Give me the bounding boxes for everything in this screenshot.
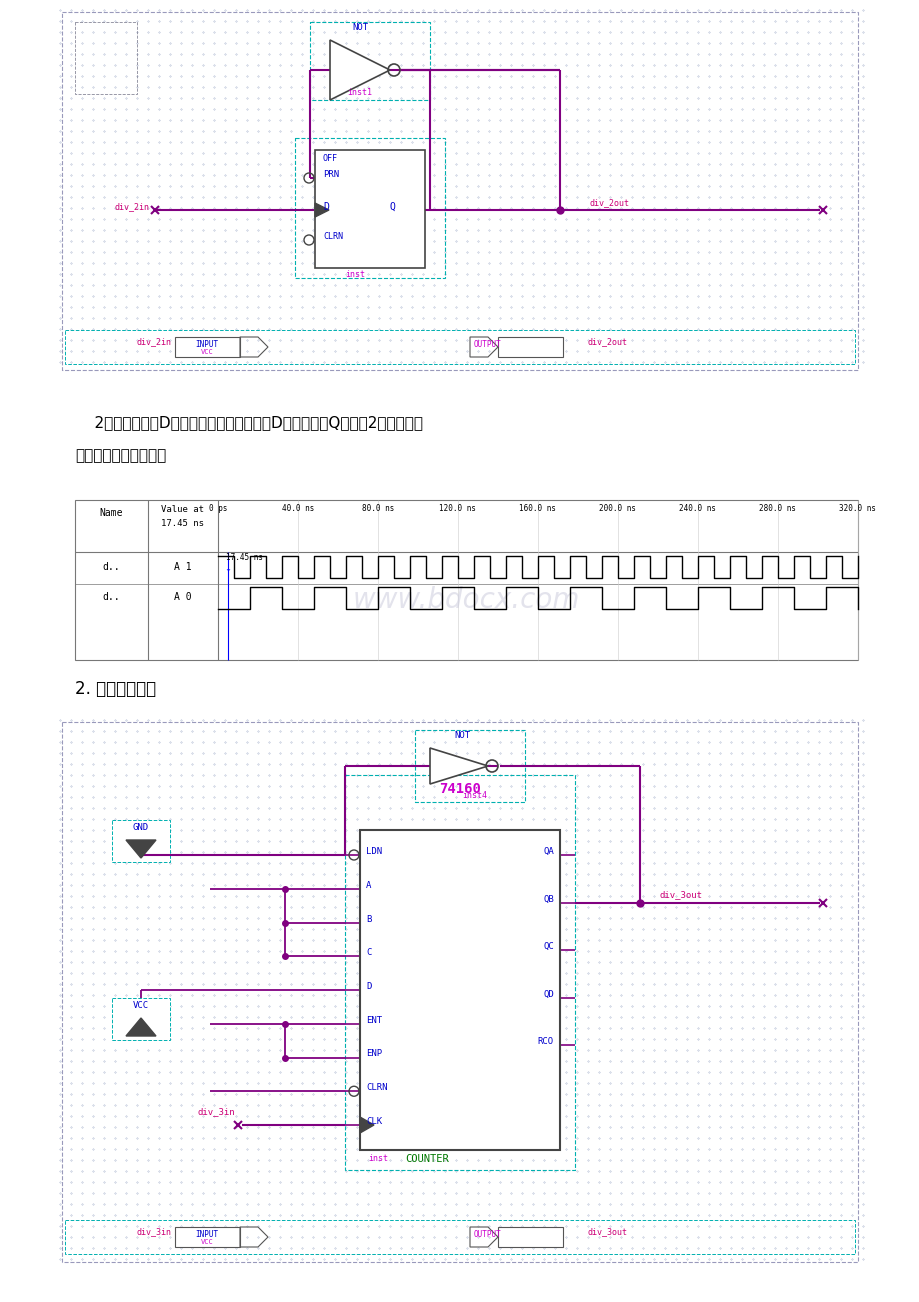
- Text: CLK: CLK: [366, 1117, 381, 1126]
- Bar: [65, 1220, 854, 1254]
- Text: 17.45 ns: 17.45 ns: [162, 519, 204, 529]
- Text: Value at: Value at: [162, 505, 204, 514]
- Text: QB: QB: [542, 894, 553, 904]
- Text: PRN: PRN: [323, 171, 339, 178]
- Bar: [414, 730, 525, 802]
- Bar: [295, 138, 445, 279]
- Text: div_2out: div_2out: [589, 198, 630, 207]
- Bar: [314, 150, 425, 268]
- Text: RCO: RCO: [538, 1036, 553, 1046]
- Text: 74160: 74160: [438, 783, 481, 796]
- Text: 160.0 ns: 160.0 ns: [519, 504, 556, 513]
- Text: CLRN: CLRN: [323, 232, 343, 241]
- Bar: [310, 22, 429, 100]
- Bar: [62, 12, 857, 370]
- Bar: [112, 999, 170, 1040]
- Text: inst: inst: [368, 1154, 388, 1163]
- Text: div_3out: div_3out: [587, 1228, 628, 1237]
- Text: A 1: A 1: [174, 562, 191, 572]
- Polygon shape: [330, 40, 390, 100]
- Text: A: A: [366, 880, 371, 889]
- Text: inst1: inst1: [347, 89, 372, 98]
- Bar: [62, 723, 857, 1262]
- Polygon shape: [126, 1018, 156, 1036]
- Polygon shape: [314, 203, 329, 217]
- Text: div_3in: div_3in: [198, 1107, 234, 1116]
- Text: 40.0 ns: 40.0 ns: [281, 504, 314, 513]
- Text: ENP: ENP: [366, 1049, 381, 1059]
- Text: 320.0 ns: 320.0 ns: [839, 504, 876, 513]
- Text: div_3out: div_3out: [659, 891, 702, 900]
- Bar: [65, 329, 854, 365]
- Bar: [112, 820, 170, 862]
- Text: INPUT: INPUT: [195, 1230, 219, 1240]
- Text: div_3in: div_3in: [137, 1228, 172, 1237]
- Bar: [75, 500, 857, 660]
- Text: www.bdocx.com: www.bdocx.com: [352, 586, 579, 615]
- Text: OUTPUT: OUTPUT: [473, 1230, 502, 1240]
- Text: INPUT: INPUT: [195, 340, 219, 349]
- Text: OFF: OFF: [323, 154, 337, 163]
- Polygon shape: [359, 1117, 374, 1133]
- Bar: [497, 1226, 562, 1247]
- Text: C: C: [366, 948, 371, 957]
- Text: inst4: inst4: [461, 792, 486, 799]
- Text: 2. 三分频电路：: 2. 三分频电路：: [75, 680, 156, 698]
- Text: QA: QA: [542, 848, 553, 855]
- Text: B: B: [366, 914, 371, 923]
- Text: 2分频电路是将D触发器的输出端接非门与D端连接，从Q端得到2分频信号，: 2分频电路是将D触发器的输出端接非门与D端连接，从Q端得到2分频信号，: [75, 415, 423, 430]
- Bar: [345, 775, 574, 1170]
- Text: GND: GND: [132, 823, 149, 832]
- Bar: [497, 337, 562, 357]
- Text: 17.45 ns: 17.45 ns: [226, 553, 263, 562]
- Text: Name: Name: [99, 508, 123, 518]
- Text: div_2in: div_2in: [137, 337, 172, 346]
- Text: div_2in: div_2in: [115, 202, 150, 211]
- Text: COUNTER: COUNTER: [404, 1154, 448, 1164]
- Text: VCC: VCC: [200, 1240, 213, 1245]
- Text: VCC: VCC: [132, 1001, 149, 1010]
- Text: inst: inst: [345, 270, 365, 279]
- Text: ↓: ↓: [223, 564, 231, 573]
- Text: 200.0 ns: 200.0 ns: [599, 504, 636, 513]
- Text: D: D: [323, 202, 328, 212]
- Text: Q: Q: [390, 202, 395, 212]
- Text: CLRN: CLRN: [366, 1083, 387, 1092]
- Text: d..: d..: [103, 592, 120, 602]
- Text: d..: d..: [103, 562, 120, 572]
- Text: QD: QD: [542, 990, 553, 999]
- Bar: [75, 22, 137, 94]
- Text: div_2out: div_2out: [587, 337, 628, 346]
- Bar: [175, 337, 240, 357]
- Text: 80.0 ns: 80.0 ns: [361, 504, 393, 513]
- Text: OUTPUT: OUTPUT: [473, 340, 502, 349]
- Text: VCC: VCC: [200, 349, 213, 355]
- Text: NOT: NOT: [352, 23, 368, 33]
- Text: D: D: [366, 982, 371, 991]
- Text: 模拟得到的波形如下：: 模拟得到的波形如下：: [75, 448, 166, 464]
- Text: 120.0 ns: 120.0 ns: [439, 504, 476, 513]
- Text: 240.0 ns: 240.0 ns: [679, 504, 716, 513]
- Polygon shape: [429, 749, 487, 784]
- Bar: [175, 1226, 240, 1247]
- Text: 280.0 ns: 280.0 ns: [759, 504, 796, 513]
- Text: LDN: LDN: [366, 848, 381, 855]
- Text: NOT: NOT: [453, 730, 470, 740]
- Bar: [359, 829, 560, 1150]
- Text: QC: QC: [542, 943, 553, 950]
- Text: A 0: A 0: [174, 592, 191, 602]
- Text: ENT: ENT: [366, 1016, 381, 1025]
- Text: 0 ps: 0 ps: [209, 504, 227, 513]
- Polygon shape: [126, 840, 156, 858]
